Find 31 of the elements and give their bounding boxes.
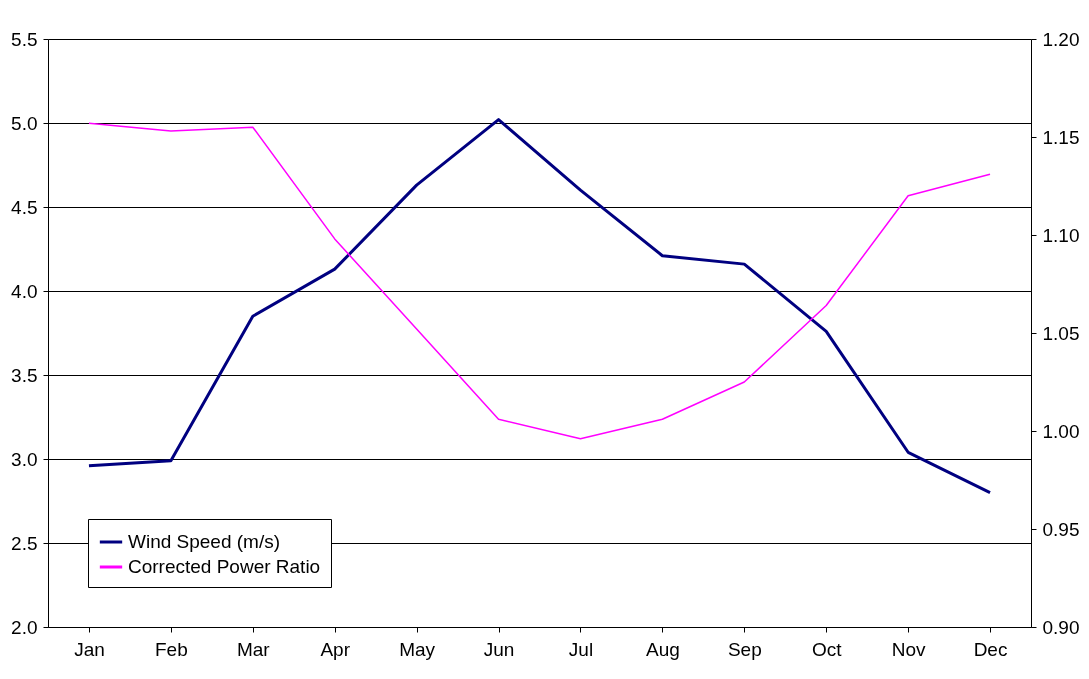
y-tick-label: 2.0 — [11, 616, 38, 638]
y2-tick-label: 0.95 — [1042, 518, 1080, 540]
x-tick-label: Apr — [320, 638, 351, 660]
y-tick-label: 4.5 — [11, 196, 38, 218]
y-tick-label: 4.0 — [11, 280, 38, 302]
y2-tick-label: 1.00 — [1042, 420, 1080, 442]
y-tick-label: 5.5 — [11, 28, 38, 50]
y-tick-label: 3.5 — [11, 364, 38, 386]
legend-label: Corrected Power Ratio — [128, 556, 321, 577]
legend-label: Wind Speed (m/s) — [128, 531, 281, 552]
x-tick-label: Dec — [973, 638, 1008, 660]
y2-tick-label: 1.20 — [1042, 28, 1080, 50]
y2-tick-label: 0.90 — [1042, 616, 1080, 638]
x-tick-label: Jan — [74, 638, 105, 660]
line-series — [87, 118, 992, 495]
y2-tick-label: 1.15 — [1042, 126, 1080, 148]
line-series — [88, 122, 991, 440]
x-tick-label: Aug — [645, 638, 680, 660]
y2-tick-label: 1.05 — [1042, 322, 1080, 344]
x-tick-label: May — [399, 638, 436, 660]
x-tick-label: Jun — [483, 638, 515, 660]
x-tick-label: Feb — [155, 638, 188, 660]
x-tick-label: Oct — [811, 638, 843, 660]
y2-tick-label: 1.10 — [1042, 224, 1080, 246]
x-tick-label: Mar — [236, 638, 271, 660]
y-tick-label: 5.0 — [11, 112, 38, 134]
x-tick-label: Jul — [568, 638, 594, 660]
x-tick-label: Nov — [891, 638, 927, 660]
y-tick-label: 3.0 — [11, 448, 38, 470]
x-tick-label: Sep — [727, 638, 762, 660]
y-tick-label: 2.5 — [11, 532, 38, 554]
